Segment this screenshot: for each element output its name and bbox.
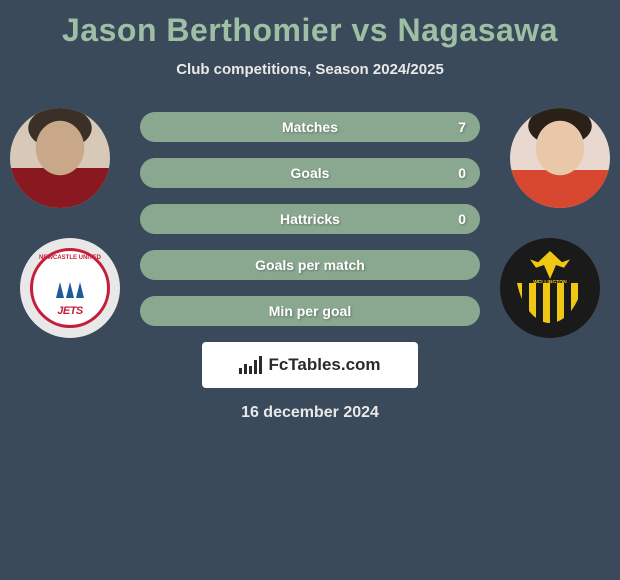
stat-label: Matches	[282, 119, 338, 135]
chart-icon	[239, 356, 262, 374]
player-right-silhouette	[510, 108, 610, 208]
logo-text: FcTables.com	[268, 355, 380, 375]
stat-row-hattricks: Hattricks 0	[140, 204, 480, 234]
phoenix-shield: WELLINGTON PHOENIX	[515, 243, 585, 323]
bar-icon	[254, 360, 257, 374]
phoenix-stripes	[515, 283, 585, 323]
stats-area: NEWCASTLE UNITED JETS WELLINGTON PHOENIX	[0, 108, 620, 422]
jet-icon	[56, 282, 64, 298]
stat-row-goals-per-match: Goals per match	[140, 250, 480, 280]
stat-row-matches: Matches 7	[140, 112, 480, 142]
phoenix-bird-icon	[530, 251, 570, 279]
phoenix-badge: WELLINGTON PHOENIX	[510, 243, 590, 333]
stat-row-goals: Goals 0	[140, 158, 480, 188]
jets-circle: NEWCASTLE UNITED JETS	[30, 248, 110, 328]
stat-rows: Matches 7 Goals 0 Hattricks 0 Goals per …	[140, 108, 480, 326]
club-right-badge: WELLINGTON PHOENIX	[500, 238, 600, 338]
jets-planes-icon	[56, 282, 84, 298]
stat-value-right: 7	[458, 119, 466, 135]
jets-label: JETS	[57, 305, 83, 317]
stat-label: Goals per match	[255, 257, 365, 273]
stat-value-right: 0	[458, 211, 466, 227]
bar-icon	[244, 364, 247, 374]
jet-icon	[66, 282, 74, 298]
infographic-container: Jason Berthomier vs Nagasawa Club compet…	[0, 0, 620, 580]
jets-top-label: NEWCASTLE UNITED	[39, 255, 101, 261]
stat-label: Min per goal	[269, 303, 351, 319]
jet-icon	[76, 282, 84, 298]
player-left-silhouette	[10, 108, 110, 208]
stat-label: Hattricks	[280, 211, 340, 227]
date-label: 16 december 2024	[10, 404, 610, 422]
bar-icon	[259, 356, 262, 374]
player-left-avatar	[10, 108, 110, 208]
stat-value-right: 0	[458, 165, 466, 181]
bar-icon	[249, 366, 252, 374]
fctables-logo: FcTables.com	[202, 342, 418, 388]
stat-label: Goals	[291, 165, 330, 181]
player-right-avatar	[510, 108, 610, 208]
bar-icon	[239, 368, 242, 374]
page-subtitle: Club competitions, Season 2024/2025	[0, 61, 620, 78]
jets-badge: NEWCASTLE UNITED JETS	[30, 248, 110, 328]
club-left-badge: NEWCASTLE UNITED JETS	[20, 238, 120, 338]
page-title: Jason Berthomier vs Nagasawa	[0, 0, 620, 49]
stat-row-min-per-goal: Min per goal	[140, 296, 480, 326]
